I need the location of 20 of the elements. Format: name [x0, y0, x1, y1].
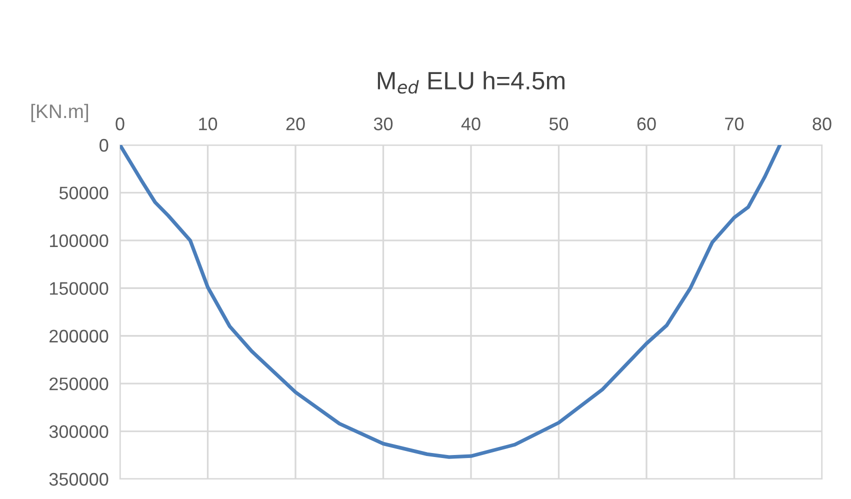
x-tick-label: 50 [549, 118, 568, 130]
x-tick-label: 40 [461, 118, 480, 130]
y-tick-label: 250000 [50, 378, 108, 390]
x-tick-label: 60 [637, 118, 656, 130]
y-tick-label: 300000 [49, 425, 108, 438]
line-series [120, 145, 782, 459]
x-tick-label: 20 [286, 118, 305, 130]
y-tick-label: 0 [100, 138, 108, 152]
y-tick-label: 100000 [50, 234, 108, 248]
y-tick-label: 50000 [59, 186, 108, 200]
x-tick-label: 80 [812, 118, 832, 130]
y-tick-label: 350000 [49, 472, 108, 486]
y-tick-label: 150000 [50, 282, 108, 295]
x-tick-label: 30 [374, 118, 393, 130]
x-tick-label: 10 [199, 118, 218, 130]
x-tick-label: 70 [725, 118, 744, 130]
chart-title: M$_{ed}$ ELU h=4.5m [378, 71, 564, 94]
x-tick-label: 0 [116, 118, 124, 130]
y-axis-title: [KN.m] [31, 104, 88, 122]
y-tick-label: 200000 [50, 330, 108, 343]
